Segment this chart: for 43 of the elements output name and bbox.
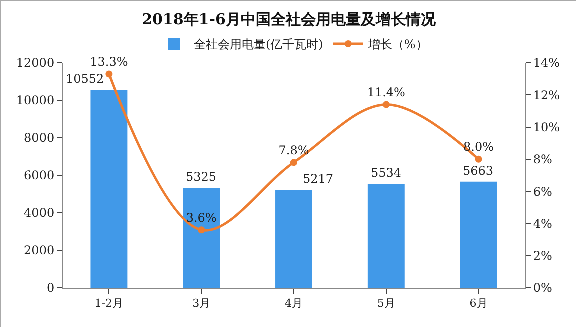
data-label: 13.3% — [90, 54, 128, 69]
data-label: 10552 — [66, 72, 104, 86]
y-tick-label: 0 — [46, 281, 55, 296]
data-label: 5325 — [186, 170, 217, 184]
x-tick-label: 1-2月 — [94, 297, 124, 310]
y2-tick-label: 4% — [533, 216, 552, 231]
data-label: 5663 — [463, 164, 494, 178]
y-tick-label: 6000 — [24, 168, 55, 183]
x-tick-label: 6月 — [470, 297, 488, 310]
x-tick-label: 4月 — [285, 297, 303, 310]
data-label: 3.6% — [186, 210, 217, 225]
bar — [183, 188, 220, 288]
point — [106, 70, 113, 78]
point — [475, 156, 482, 163]
bar — [90, 90, 128, 288]
x-tick-label: 3月 — [192, 297, 211, 310]
data-label: 11.4% — [367, 85, 406, 100]
data-label: 8.0% — [464, 140, 494, 154]
x-tick-label: 5月 — [377, 297, 396, 310]
chart-title: 2018年1-6月中国全社会用电量及增长情况 — [142, 10, 437, 29]
y2-tick-label: 0% — [533, 281, 552, 296]
bar — [276, 190, 312, 288]
bar — [460, 182, 498, 288]
legend-label: 增长（%） — [367, 38, 428, 52]
y2-tick-label: 12% — [533, 88, 560, 102]
data-label: 7.8% — [278, 143, 310, 158]
y-tick-label: 12000 — [16, 56, 55, 70]
data-label: 5534 — [371, 166, 402, 180]
legend-label: 全社会用电量(亿千瓦时) — [194, 38, 324, 52]
point — [382, 101, 390, 108]
point — [198, 226, 206, 234]
bar — [368, 184, 405, 288]
y-tick-label: 2000 — [24, 244, 55, 258]
y-tick-label: 8000 — [24, 131, 55, 146]
point — [290, 159, 298, 166]
y-tick-label: 10000 — [16, 94, 55, 108]
y2-tick-label: 2% — [533, 249, 552, 264]
data-label: 5217 — [303, 172, 334, 186]
y-tick-label: 4000 — [24, 206, 55, 220]
y2-tick-label: 8% — [533, 152, 552, 167]
y2-tick-label: 10% — [533, 120, 560, 134]
y2-tick-label: 14% — [533, 56, 560, 70]
y2-tick-label: 6% — [533, 184, 552, 199]
